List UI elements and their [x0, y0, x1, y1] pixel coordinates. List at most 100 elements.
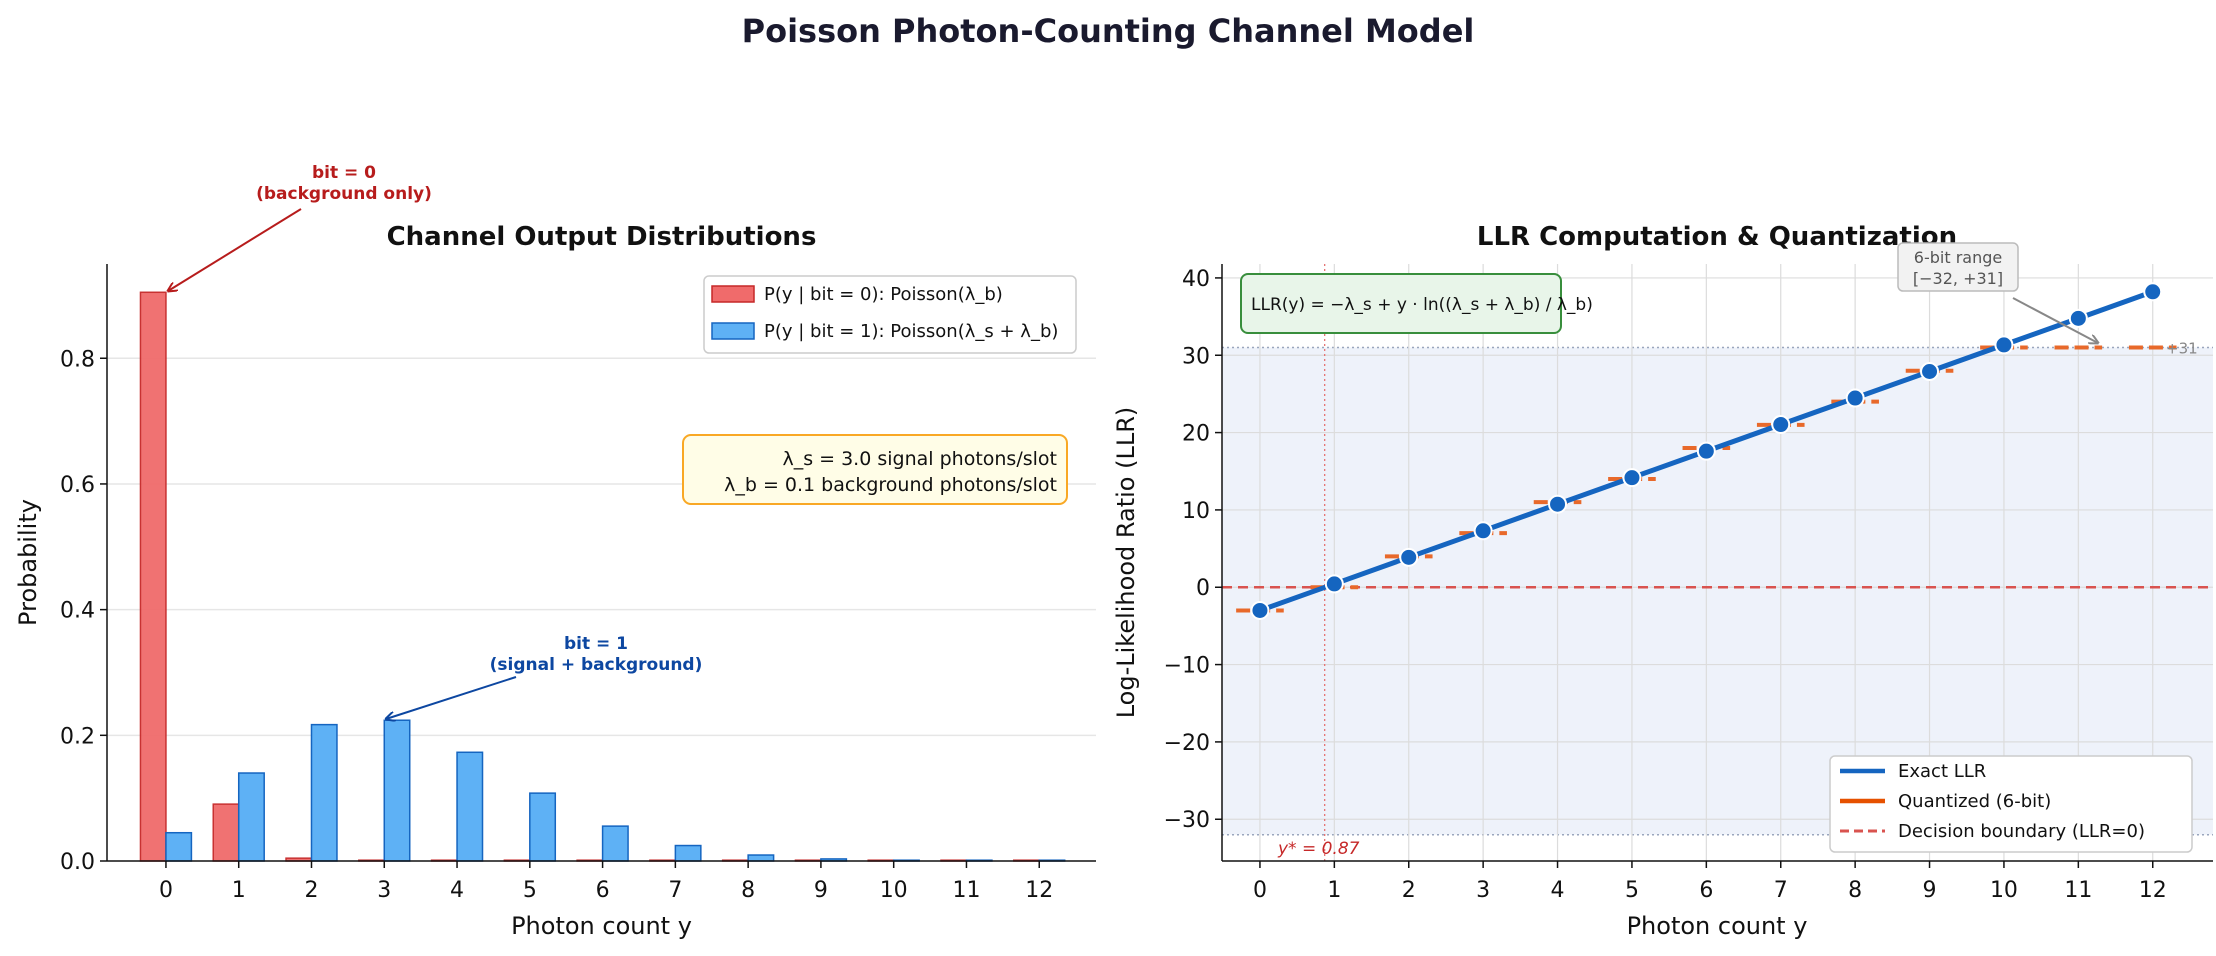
y-tick-label: 0.0: [60, 850, 95, 875]
x-tick-label: 2: [1402, 878, 1416, 903]
x-tick-label: 0: [1253, 878, 1267, 903]
x-tick-label: 9: [1923, 878, 1937, 903]
y-tick-label: −10: [1164, 654, 1210, 679]
exact-llr-point: [1994, 335, 2014, 355]
x-tick-label: 11: [952, 878, 980, 903]
y-tick-label: 0.2: [60, 724, 95, 749]
bar-bit0: [139, 291, 167, 862]
y-tick-label: 10: [1182, 499, 1210, 524]
bar-bit1: [165, 831, 193, 862]
x-tick-label: 4: [1551, 878, 1565, 903]
x-tick-label: 4: [450, 878, 464, 903]
y-tick-label: −20: [1164, 731, 1210, 756]
exact-llr-point: [1845, 388, 1865, 408]
params-box: [682, 434, 1068, 505]
annotation-text: (background only): [256, 184, 432, 204]
x-axis-label: Photon count y: [511, 912, 692, 940]
x-tick-label: 7: [668, 878, 682, 903]
x-tick-label: 9: [814, 878, 828, 903]
x-tick-label: 8: [741, 878, 755, 903]
x-tick-label: 11: [2064, 878, 2092, 903]
exact-llr-point: [1771, 415, 1791, 435]
formula-box: [1240, 273, 1562, 334]
legend-label: Quantized (6-bit): [1898, 791, 2051, 812]
exact-llr-point: [1622, 468, 1642, 488]
exact-llr-point: [2143, 282, 2163, 302]
bar-bit1: [310, 723, 338, 862]
x-tick-label: 10: [880, 878, 908, 903]
quantizer-range-shade: [1222, 347, 2213, 835]
annotation-arrow: [168, 208, 302, 291]
bar-bit1: [237, 772, 265, 862]
exact-llr-point: [1399, 547, 1419, 567]
chart-title: LLR Computation & Quantization: [1477, 222, 1957, 252]
threshold-label: y* = 0.87: [1277, 839, 1360, 859]
legend-box: [1829, 755, 2193, 853]
legend-swatch: [711, 285, 755, 303]
x-tick-label: 3: [377, 878, 391, 903]
x-tick-label: 12: [2139, 878, 2167, 903]
x-tick-label: 12: [1025, 878, 1053, 903]
annotation-text: (signal + background): [490, 655, 703, 675]
range-box: [1897, 242, 2019, 292]
exact-llr-point: [1250, 600, 1270, 620]
clip-label: +31: [2166, 340, 2198, 358]
legend-box: [703, 275, 1077, 354]
legend-label: P(y | bit = 0): Poisson(λ_b): [764, 284, 1003, 305]
x-tick-label: 0: [159, 878, 173, 903]
bar-bit0: [212, 803, 240, 862]
params-line: λ_s = 3.0 signal photons/slot: [782, 448, 1057, 470]
y-tick-label: 40: [1182, 267, 1210, 292]
x-tick-label: 7: [1774, 878, 1788, 903]
x-tick-label: 6: [1699, 878, 1713, 903]
bar-bit1: [674, 844, 702, 862]
x-tick-label: 3: [1476, 878, 1490, 903]
y-axis-label: Probability: [14, 499, 42, 626]
bar-bit1: [747, 854, 775, 862]
chart-title: Channel Output Distributions: [387, 222, 817, 252]
bar-bit1: [529, 792, 557, 862]
x-tick-label: 1: [232, 878, 246, 903]
x-tick-label: 10: [1990, 878, 2018, 903]
annotation-text: bit = 0: [312, 163, 376, 183]
x-tick-label: 5: [523, 878, 537, 903]
y-tick-label: 0.6: [60, 473, 95, 498]
params-line: λ_b = 0.1 background photons/slot: [724, 474, 1057, 496]
exact-llr-point: [1473, 521, 1493, 541]
x-tick-label: 5: [1625, 878, 1639, 903]
x-tick-label: 2: [304, 878, 318, 903]
exact-llr-point: [1324, 574, 1344, 594]
x-tick-label: 8: [1848, 878, 1862, 903]
y-tick-label: 0.4: [60, 599, 95, 624]
x-axis-label: Photon count y: [1627, 912, 1808, 940]
legend-label: Exact LLR: [1898, 761, 1986, 782]
annotation-arrow: [386, 676, 517, 719]
y-tick-label: 30: [1182, 344, 1210, 369]
annotation-text: bit = 1: [564, 634, 628, 654]
legend-swatch: [711, 322, 755, 340]
bar-bit1: [383, 719, 411, 862]
y-tick-label: 0.8: [60, 347, 95, 372]
range-box-text: [−32, +31]: [1913, 269, 2003, 288]
y-tick-label: 0: [1196, 576, 1210, 601]
range-arrow: [2012, 297, 2098, 343]
exact-llr-point: [2068, 308, 2088, 328]
x-tick-label: 6: [596, 878, 610, 903]
exact-llr-point: [1548, 494, 1568, 514]
figure-suptitle: Poisson Photon-Counting Channel Model: [742, 12, 1475, 50]
x-tick-label: 1: [1327, 878, 1341, 903]
y-tick-label: −30: [1164, 808, 1210, 833]
formula-text: LLR(y) = −λ_s + y · ln((λ_s + λ_b) / λ_b…: [1251, 295, 1593, 315]
legend-label: Decision boundary (LLR=0): [1898, 821, 2145, 842]
exact-llr-point: [1696, 441, 1716, 461]
y-tick-label: 20: [1182, 422, 1210, 447]
y-axis-label: Log-Likelihood Ratio (LLR): [1112, 407, 1140, 719]
exact-llr-point: [1920, 361, 1940, 381]
range-box-text: 6-bit range: [1914, 248, 2002, 267]
bar-bit1: [601, 825, 629, 862]
bar-bit1: [456, 751, 484, 862]
legend-label: P(y | bit = 1): Poisson(λ_s + λ_b): [764, 321, 1058, 342]
